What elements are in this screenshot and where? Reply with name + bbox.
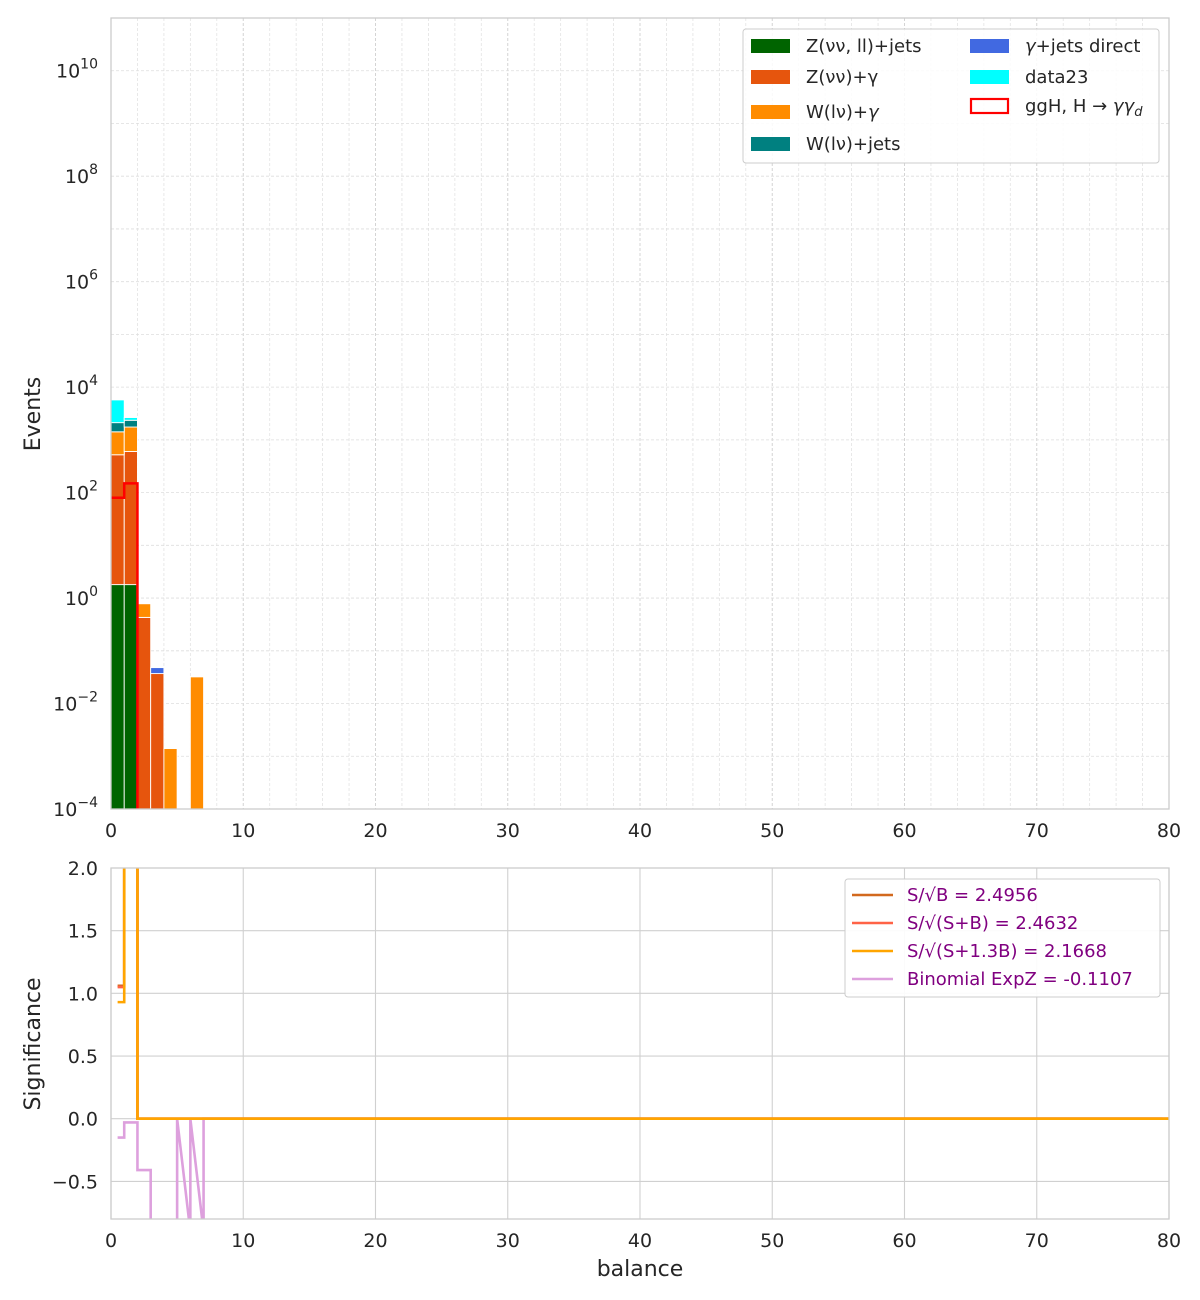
x-tick-label: 60: [892, 1230, 916, 1252]
histogram-frame: [110, 17, 1170, 810]
legend-swatch: [751, 39, 790, 53]
x-tick-label: 80: [1157, 1230, 1181, 1252]
y-tick-label: 1010: [56, 57, 98, 83]
y-tick-label: 2.0: [68, 858, 98, 880]
bar-w-l-jets: [123, 419, 138, 428]
x-tick-label: 70: [1025, 820, 1049, 842]
y-tick-label: 0.0: [68, 1109, 98, 1131]
histogram-y-label: Events: [21, 377, 46, 452]
legend-swatch: [751, 105, 790, 119]
significance-lines: [117, 868, 1169, 1219]
legend-label: data23: [1025, 67, 1088, 88]
x-tick-label: 0: [105, 820, 117, 842]
significance-line-s-s-1-3b-2-1668: [117, 868, 1169, 1121]
bar-w-l-jets: [110, 422, 125, 433]
legend-label: S/√(S+B) = 2.4632: [907, 913, 1078, 934]
x-tick-label: 50: [760, 820, 784, 842]
legend-swatch: [751, 70, 790, 84]
histogram-legend: Z(νν, ll)+jets Z(νν)+γ W(lν)+γ W(lν)+jets γ+…: [742, 28, 1160, 164]
legend-label: Z(νν, ll)+jets: [806, 36, 922, 57]
x-tick-label: 60: [892, 820, 916, 842]
x-tick-label: 40: [628, 1230, 652, 1252]
bar-w-l: [123, 426, 138, 452]
x-tick-label: 20: [363, 1230, 387, 1252]
x-tick-label: 70: [1025, 1230, 1049, 1252]
significance-y-label: Significance: [21, 977, 46, 1110]
legend-label: S/√(S+1.3B) = 2.1668: [907, 941, 1107, 962]
bar-z: [110, 454, 125, 586]
y-tick-label: 1.0: [68, 983, 98, 1005]
histogram-bars: [110, 399, 205, 810]
signal-step: [111, 482, 139, 809]
histogram-panel: 0 10 20 30 40 50 60 70 80 10−410−210010210410610…: [21, 17, 1181, 842]
bar-data23: [123, 417, 138, 421]
significance-legend-box: [844, 878, 1161, 998]
bar-w-l: [163, 748, 178, 810]
y-tick-label: 108: [65, 162, 98, 188]
bar-w-l: [136, 603, 152, 618]
y-tick-label: 102: [65, 479, 98, 505]
legend-label: γ+jets direct: [1025, 36, 1140, 57]
significance-panel: 0 10 20 30 40 50 60 70 80 −0.5 0.0 0.5 1.0 1.5 2.0 ba…: [21, 858, 1181, 1282]
legend-label: Z(νν)+γ: [806, 67, 879, 88]
significance-frame: [110, 867, 1170, 1220]
legend-swatch: [970, 70, 1009, 84]
x-tick-label: 0: [105, 1230, 117, 1252]
step-ggh-h-d: [111, 482, 139, 809]
bar-z-ll-jets: [110, 584, 125, 810]
y-tick-label: 10−4: [53, 795, 98, 821]
y-tick-label: 100: [65, 584, 98, 610]
y-tick-label: 0.5: [68, 1046, 98, 1068]
y-tick-label: 1.5: [68, 921, 98, 943]
bar-z: [123, 451, 138, 586]
bar-w-l: [189, 676, 205, 810]
y-tick-label: 10−2: [53, 690, 98, 716]
significance-x-ticks: 0 10 20 30 40 50 60 70 80: [105, 1230, 1181, 1252]
legend-label: S/√B = 2.4956: [907, 885, 1038, 906]
legend-label: ggH, H → γγd: [1025, 96, 1143, 120]
x-tick-label: 30: [496, 820, 520, 842]
legend-label: Binomial ExpZ = -0.1107: [907, 969, 1133, 990]
bar-w-l: [110, 431, 125, 456]
histogram-x-ticks: 0 10 20 30 40 50 60 70 80: [105, 820, 1181, 842]
significance-x-label: balance: [597, 1257, 684, 1282]
x-tick-label: 10: [231, 1230, 255, 1252]
histogram-legend-box: [742, 28, 1160, 164]
x-tick-label: 40: [628, 820, 652, 842]
legend-swatch: [970, 39, 1009, 53]
x-tick-label: 10: [231, 820, 255, 842]
bar-z: [150, 673, 165, 810]
x-tick-label: 20: [363, 820, 387, 842]
legend-swatch: [969, 97, 1010, 115]
bar-z-ll-jets: [123, 584, 138, 810]
significance-legend: S/√B = 2.4956 S/√(S+B) = 2.4632 S/√(S+1.3B…: [844, 878, 1161, 998]
bar-z: [136, 616, 152, 810]
significance-line-binomial-expz-0-1107: [117, 1117, 1163, 1219]
y-tick-label: −0.5: [52, 1171, 98, 1193]
bar-jets-direct: [150, 667, 165, 675]
bar-data23: [110, 399, 125, 424]
y-tick-label: 106: [65, 268, 98, 294]
x-tick-label: 80: [1157, 820, 1181, 842]
legend-label: W(lν)+γ: [806, 102, 880, 123]
y-tick-label: 104: [65, 373, 98, 399]
histogram-y-ticks: 10−4 10−2 100 102 104 106 108 1010: [53, 57, 98, 821]
legend-label: W(lν)+jets: [806, 134, 901, 155]
significance-y-ticks: −0.5 0.0 0.5 1.0 1.5 2.0: [52, 858, 98, 1193]
legend-swatch: [751, 137, 790, 151]
x-tick-label: 50: [760, 1230, 784, 1252]
x-tick-label: 30: [496, 1230, 520, 1252]
